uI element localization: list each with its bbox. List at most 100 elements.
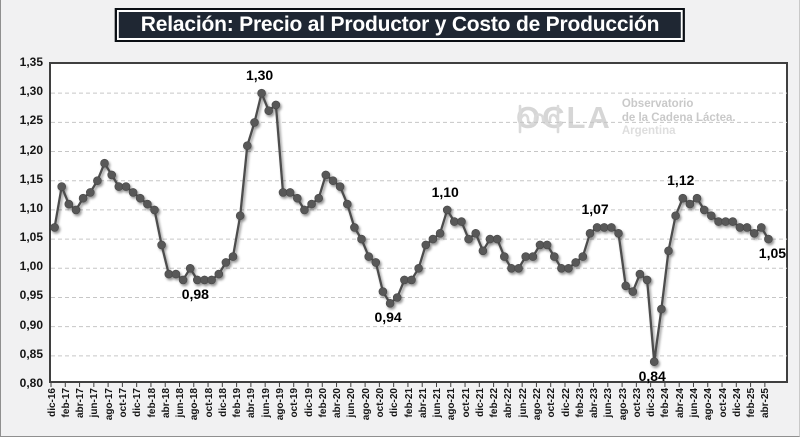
y-tick-label: 1,35 — [19, 55, 43, 69]
data-point — [485, 234, 495, 244]
data-point — [150, 205, 159, 215]
data-label: 1,07 — [581, 201, 609, 218]
data-point — [528, 252, 538, 261]
data-point — [692, 193, 702, 203]
data-point — [50, 223, 59, 232]
x-tick-label: abr-21 — [417, 388, 429, 419]
data-point — [678, 193, 688, 203]
x-tick-label: abr-25 — [760, 388, 772, 419]
data-point — [278, 188, 288, 197]
data-point — [685, 199, 695, 209]
x-tick-label: feb-20 — [317, 388, 329, 418]
data-point — [342, 199, 352, 209]
data-point — [464, 234, 473, 244]
data-point — [621, 281, 631, 291]
data-point — [307, 199, 316, 209]
data-point — [507, 264, 516, 273]
x-tick-label: oct-18 — [203, 388, 215, 418]
y-tick-label: 1,05 — [19, 230, 43, 245]
data-point — [257, 88, 266, 98]
data-point — [107, 170, 117, 180]
x-tick-label: feb-25 — [746, 388, 758, 418]
data-point — [143, 199, 152, 209]
data-label: 0,84 — [638, 367, 666, 384]
data-point — [657, 304, 666, 314]
x-tick-label: oct-20 — [374, 388, 386, 418]
data-point — [285, 188, 295, 197]
x-tick-label: feb-23 — [574, 388, 586, 418]
data-point — [64, 199, 74, 209]
x-tick-label: ago-23 — [617, 388, 629, 421]
data-point — [407, 275, 416, 285]
data-point — [592, 223, 602, 232]
y-tick-label: 0,95 — [19, 288, 43, 303]
x-tick-label: oct-21 — [460, 388, 472, 418]
data-point — [756, 223, 766, 232]
data-point — [749, 229, 759, 238]
data-point — [706, 211, 716, 220]
plot-area: OCLA Observatorio de la Cadena Láctea. A… — [49, 62, 788, 387]
x-tick-label: dic-18 — [217, 388, 229, 417]
data-point — [492, 234, 502, 244]
data-point — [535, 240, 545, 250]
x-tick-label: ago-19 — [275, 388, 286, 421]
x-tick-label: feb-18 — [146, 388, 158, 418]
data-label: 1,10 — [431, 183, 459, 200]
data-point — [642, 275, 652, 285]
data-point — [85, 188, 95, 197]
data-point — [200, 275, 209, 285]
data-point — [400, 275, 409, 285]
data-point — [392, 293, 402, 302]
x-tick-label: jun-18 — [175, 388, 187, 418]
y-tick-label: 0,85 — [19, 346, 43, 361]
x-tick-label: ago-24 — [703, 388, 715, 421]
data-point — [378, 287, 388, 296]
data-point — [599, 223, 609, 232]
x-tick-label: abr-20 — [332, 388, 344, 419]
data-point — [250, 118, 259, 127]
data-point — [607, 223, 616, 232]
data-point — [135, 193, 145, 203]
x-tick-label: jun-20 — [346, 388, 358, 418]
data-point — [214, 269, 224, 279]
data-point — [114, 182, 124, 191]
x-tick-label: dic-16 — [46, 388, 58, 417]
data-point — [371, 258, 381, 267]
data-point — [478, 246, 488, 256]
data-label: 1,05 — [758, 245, 787, 262]
x-tick-label: dic-21 — [474, 388, 486, 417]
data-point — [414, 264, 423, 273]
x-tick-label: abr-23 — [589, 388, 601, 419]
data-point — [628, 287, 638, 296]
x-tick-label: feb-24 — [660, 388, 672, 418]
y-tick-label: 1,00 — [19, 259, 43, 274]
x-tick-label: jun-23 — [603, 388, 615, 418]
x-tick-label: jun-22 — [517, 388, 529, 418]
data-point — [721, 217, 730, 226]
chart-title: Relación: Precio al Productor y Costo de… — [114, 8, 686, 42]
x-tick-label: abr-24 — [674, 388, 686, 419]
data-point — [728, 217, 738, 226]
x-tick-label: oct-24 — [717, 388, 729, 418]
data-point — [385, 299, 395, 308]
x-tick-label: jun-21 — [432, 388, 444, 418]
data-point — [549, 252, 559, 261]
x-tick-label: abr-17 — [75, 388, 87, 419]
x-tick-label: feb-22 — [489, 388, 501, 418]
x-tick-label: ago-17 — [103, 388, 115, 421]
data-point — [314, 193, 324, 203]
data-point — [293, 193, 302, 203]
data-point — [100, 158, 109, 168]
data-point — [521, 252, 531, 261]
x-tick-label: abr-22 — [503, 388, 515, 419]
data-point — [171, 269, 181, 279]
data-point — [471, 229, 481, 238]
data-point — [635, 269, 645, 279]
data-point — [542, 240, 552, 250]
y-tick-label: 1,30 — [19, 84, 43, 99]
data-point — [185, 264, 195, 273]
x-tick-label: ago-22 — [531, 388, 543, 421]
x-tick-label: jun-24 — [689, 388, 701, 418]
data-label: 0,94 — [374, 309, 402, 326]
data-point — [699, 205, 709, 215]
